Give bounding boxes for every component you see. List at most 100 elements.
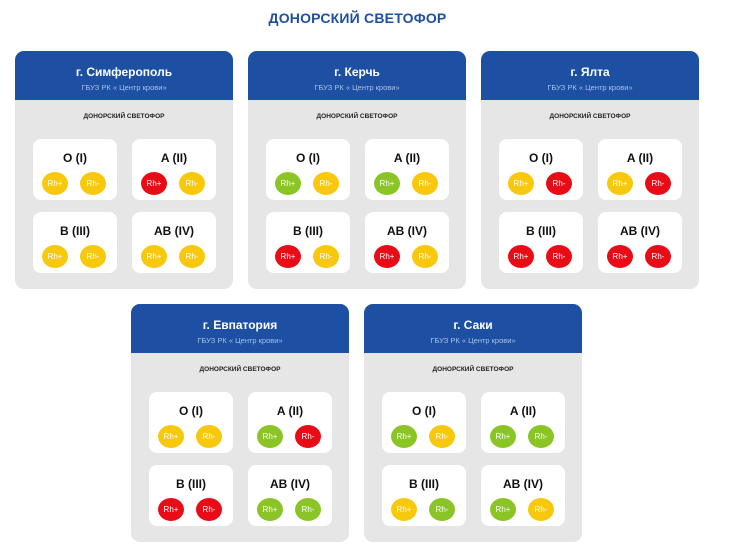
rh-negative-indicator: Rh- [546,172,572,195]
rh-negative-indicator: Rh- [295,425,321,448]
city-card: г. Керчь ГБУЗ РК « Центр крови» ДОНОРСКИ… [248,51,466,289]
blood-group-box: A (II) Rh+ Rh- [598,139,682,200]
blood-group-label: O (I) [296,151,320,165]
organization-name: ГБУЗ РК « Центр крови» [430,336,516,345]
rh-positive-indicator: Rh+ [42,245,68,268]
rh-positive-indicator: Rh+ [374,245,400,268]
card-header: г. Ялта ГБУЗ РК « Центр крови» [481,51,699,100]
card-subtitle: ДОНОРСКИЙ СВЕТОФОР [549,113,631,120]
blood-group-box: AB (IV) Rh+ Rh- [598,212,682,273]
rh-negative-indicator: Rh- [546,245,572,268]
rh-negative-indicator: Rh- [528,498,554,521]
rh-negative-indicator: Rh- [179,172,205,195]
blood-group-box: O (I) Rh+ Rh- [149,392,233,453]
blood-group-box: O (I) Rh+ Rh- [499,139,583,200]
card-subtitle: ДОНОРСКИЙ СВЕТОФОР [199,366,281,373]
organization-name: ГБУЗ РК « Центр крови» [314,83,400,92]
blood-group-label: A (II) [276,404,304,418]
blood-group-label: B (III) [176,477,206,491]
card-subtitle: ДОНОРСКИЙ СВЕТОФОР [432,366,514,373]
rh-negative-indicator: Rh- [645,245,671,268]
blood-group-label: A (II) [160,151,188,165]
rh-positive-indicator: Rh+ [141,245,167,268]
blood-group-box: B (III) Rh+ Rh- [149,465,233,526]
blood-group-label: A (II) [509,404,537,418]
rh-positive-indicator: Rh+ [490,498,516,521]
blood-group-box: A (II) Rh+ Rh- [481,392,565,453]
rh-negative-indicator: Rh- [645,172,671,195]
blood-group-box: A (II) Rh+ Rh- [132,139,216,200]
blood-group-box: AB (IV) Rh+ Rh- [248,465,332,526]
rh-negative-indicator: Rh- [429,498,455,521]
city-name: г. Саки [453,318,493,332]
blood-group-box: B (III) Rh+ Rh- [266,212,350,273]
blood-group-box: B (III) Rh+ Rh- [382,465,466,526]
rh-negative-indicator: Rh- [196,498,222,521]
blood-group-label: O (I) [412,404,436,418]
rh-negative-indicator: Rh- [196,425,222,448]
blood-group-box: B (III) Rh+ Rh- [499,212,583,273]
blood-group-label: O (I) [63,151,87,165]
rh-positive-indicator: Rh+ [141,172,167,195]
organization-name: ГБУЗ РК « Центр крови» [547,83,633,92]
card-subtitle: ДОНОРСКИЙ СВЕТОФОР [83,113,165,120]
blood-group-label: O (I) [179,404,203,418]
card-header: г. Евпатория ГБУЗ РК « Центр крови» [131,304,349,353]
rh-positive-indicator: Rh+ [607,245,633,268]
city-name: г. Керчь [334,65,380,79]
blood-group-box: AB (IV) Rh+ Rh- [365,212,449,273]
city-name: г. Ялта [570,65,610,79]
rh-negative-indicator: Rh- [80,172,106,195]
city-name: г. Симферополь [75,65,173,79]
rh-negative-indicator: Rh- [80,245,106,268]
rh-positive-indicator: Rh+ [257,425,283,448]
blood-group-label: AB (IV) [387,224,427,238]
rh-positive-indicator: Rh+ [275,245,301,268]
blood-group-label: B (III) [293,224,323,238]
blood-group-box: A (II) Rh+ Rh- [248,392,332,453]
blood-group-label: AB (IV) [503,477,543,491]
city-card: г. Ялта ГБУЗ РК « Центр крови» ДОНОРСКИЙ… [481,51,699,289]
blood-group-box: O (I) Rh+ Rh- [33,139,117,200]
city-card: г. Саки ГБУЗ РК « Центр крови» ДОНОРСКИЙ… [364,304,582,542]
city-card: г. Симферополь ГБУЗ РК « Центр крови» ДО… [15,51,233,289]
rh-positive-indicator: Rh+ [374,172,400,195]
rh-negative-indicator: Rh- [412,245,438,268]
blood-group-label: A (II) [393,151,421,165]
card-header: г. Керчь ГБУЗ РК « Центр крови» [248,51,466,100]
blood-group-box: AB (IV) Rh+ Rh- [132,212,216,273]
rh-positive-indicator: Rh+ [257,498,283,521]
rh-negative-indicator: Rh- [429,425,455,448]
blood-group-label: AB (IV) [620,224,660,238]
blood-group-label: A (II) [626,151,654,165]
rh-positive-indicator: Rh+ [508,172,534,195]
blood-group-label: B (III) [60,224,90,238]
rh-negative-indicator: Rh- [313,172,339,195]
card-header: г. Саки ГБУЗ РК « Центр крови» [364,304,582,353]
rh-negative-indicator: Rh- [295,498,321,521]
card-subtitle: ДОНОРСКИЙ СВЕТОФОР [316,113,398,120]
rh-positive-indicator: Rh+ [391,425,417,448]
organization-name: ГБУЗ РК « Центр крови» [197,336,283,345]
rh-positive-indicator: Rh+ [607,172,633,195]
card-header: г. Симферополь ГБУЗ РК « Центр крови» [15,51,233,100]
blood-group-label: B (III) [526,224,556,238]
rh-negative-indicator: Rh- [179,245,205,268]
blood-group-label: B (III) [409,477,439,491]
rh-negative-indicator: Rh- [313,245,339,268]
page-title: ДОНОРСКИЙ СВЕТОФОР [268,10,447,26]
rh-positive-indicator: Rh+ [490,425,516,448]
rh-positive-indicator: Rh+ [508,245,534,268]
blood-group-box: O (I) Rh+ Rh- [266,139,350,200]
blood-group-box: A (II) Rh+ Rh- [365,139,449,200]
blood-group-label: AB (IV) [270,477,310,491]
rh-positive-indicator: Rh+ [158,425,184,448]
rh-positive-indicator: Rh+ [391,498,417,521]
city-card: г. Евпатория ГБУЗ РК « Центр крови» ДОНО… [131,304,349,542]
blood-group-label: AB (IV) [154,224,194,238]
rh-negative-indicator: Rh- [412,172,438,195]
rh-positive-indicator: Rh+ [275,172,301,195]
blood-group-box: O (I) Rh+ Rh- [382,392,466,453]
rh-positive-indicator: Rh+ [158,498,184,521]
organization-name: ГБУЗ РК « Центр крови» [81,83,167,92]
